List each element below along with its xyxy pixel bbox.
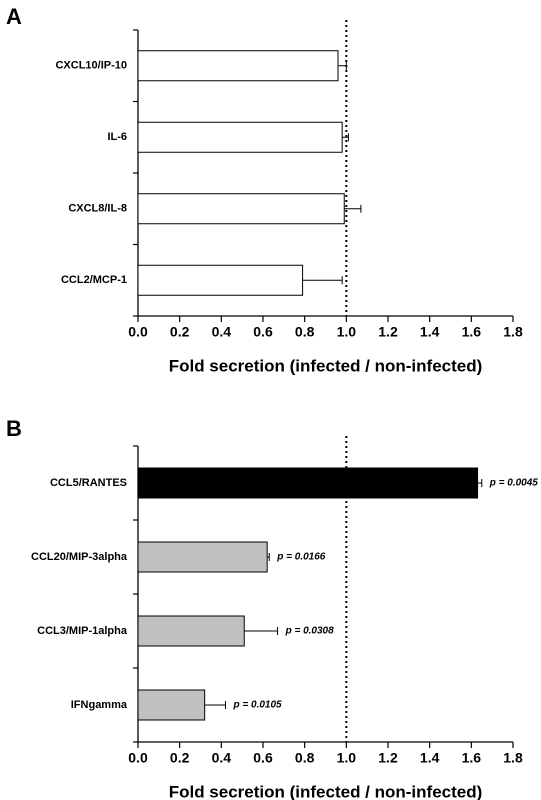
bar (137, 541, 268, 573)
bar (137, 193, 345, 225)
bar (137, 121, 343, 153)
bar (137, 264, 304, 296)
x-axis-label: Fold secretion (infected / non-infected) (169, 782, 483, 800)
x-tick-label: 0.4 (212, 324, 232, 340)
x-tick-label: 1.0 (337, 750, 357, 766)
category-label: CXCL8/IL-8 (68, 203, 127, 215)
category-label: CCL2/MCP-1 (61, 274, 127, 286)
panel-label: B (6, 416, 22, 441)
x-tick-label: 0.0 (128, 324, 148, 340)
category-label: CXCL10/IP-10 (55, 60, 127, 72)
x-tick-label: 0.8 (295, 324, 315, 340)
x-tick-label: 1.4 (420, 324, 440, 340)
x-tick-label: 0.0 (128, 750, 148, 766)
x-axis-label: Fold secretion (infected / non-infected) (169, 356, 483, 375)
x-tick-label: 1.0 (337, 324, 357, 340)
p-value: p = 0.0045 (489, 478, 539, 489)
x-tick-label: 1.8 (503, 324, 523, 340)
x-tick-label: 0.4 (212, 750, 232, 766)
x-tick-label: 1.6 (462, 750, 482, 766)
x-tick-label: 0.2 (170, 324, 190, 340)
panel-label: A (6, 4, 22, 29)
x-tick-label: 0.2 (170, 750, 190, 766)
x-tick-label: 1.2 (378, 324, 398, 340)
p-value: p = 0.0308 (285, 626, 335, 637)
category-label: CCL5/RANTES (50, 477, 127, 489)
bar (137, 689, 206, 721)
x-tick-label: 0.6 (253, 750, 273, 766)
x-tick-label: 0.8 (295, 750, 315, 766)
category-label: CCL3/MIP-1alpha (37, 625, 128, 637)
bar (137, 467, 479, 499)
category-label: CCL20/MIP-3alpha (31, 551, 128, 563)
x-tick-label: 1.2 (378, 750, 398, 766)
bar (137, 50, 339, 82)
x-tick-label: 0.6 (253, 324, 273, 340)
bar (137, 615, 245, 647)
x-tick-label: 1.8 (503, 750, 523, 766)
p-value: p = 0.0105 (233, 700, 283, 711)
category-label: IL-6 (107, 131, 127, 143)
x-tick-label: 1.6 (462, 324, 482, 340)
x-tick-label: 1.4 (420, 750, 440, 766)
p-value: p = 0.0166 (276, 552, 326, 563)
category-label: IFNgamma (71, 699, 128, 711)
